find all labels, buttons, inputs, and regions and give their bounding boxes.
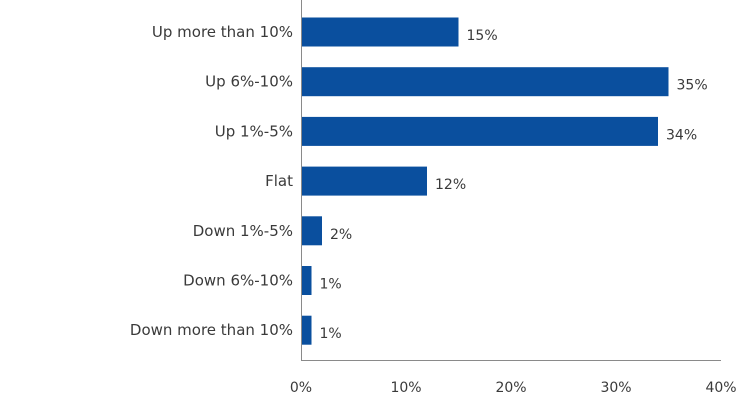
x-tick-label: 30%: [600, 380, 631, 396]
category-label: Down 1%-5%: [193, 222, 293, 240]
x-tick-label: 10%: [390, 380, 421, 396]
value-label: 1%: [320, 326, 342, 342]
category-label: Down more than 10%: [130, 321, 293, 339]
value-label: 2%: [330, 227, 352, 243]
value-label: 35%: [677, 78, 708, 94]
category-label: Down 6%-10%: [183, 272, 293, 290]
value-labels-layer: 15% 35% 34% 12% 2% 1% 1%: [320, 28, 708, 342]
category-label: Up 6%-10%: [205, 73, 293, 91]
x-tick-label: 20%: [495, 380, 526, 396]
bar: [301, 315, 312, 345]
value-label: 12%: [435, 177, 466, 193]
bar: [301, 166, 427, 196]
bar: [301, 17, 459, 47]
bar: [301, 116, 658, 146]
x-tick-labels-layer: 0% 10% 20% 30% 40%: [290, 380, 737, 396]
category-label: Up 1%-5%: [215, 122, 293, 140]
value-label: 34%: [666, 127, 697, 143]
bars-layer: [301, 17, 669, 345]
x-tick-label: 40%: [705, 380, 736, 396]
category-label: Up more than 10%: [152, 23, 293, 41]
bar: [301, 216, 322, 246]
category-labels-layer: Up more than 10% Up 6%-10% Up 1%-5% Flat Dow…: [130, 23, 293, 339]
value-label: 1%: [320, 277, 342, 293]
bar: [301, 266, 312, 295]
value-label: 15%: [467, 28, 498, 44]
bar: [301, 67, 669, 97]
x-tick-label: 0%: [290, 380, 312, 396]
category-label: Flat: [265, 172, 293, 190]
